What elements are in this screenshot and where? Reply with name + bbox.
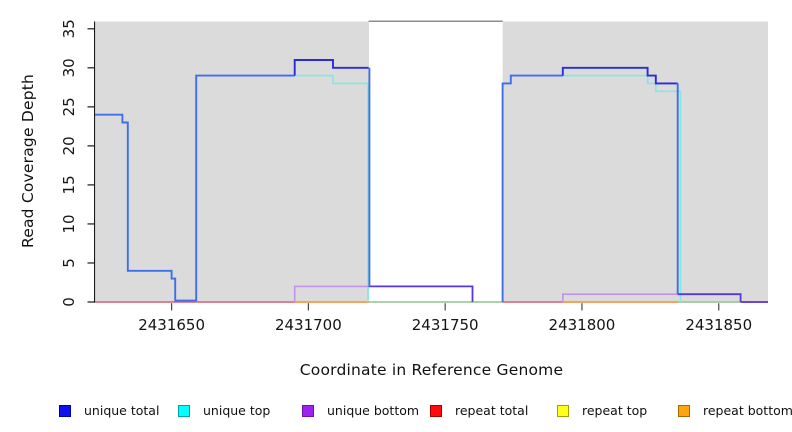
legend-item-unique-total: unique total [59, 402, 159, 419]
legend-label: unique top [203, 403, 271, 418]
legend-item-unique-bottom: unique bottom [302, 402, 419, 419]
series-violet_blue-line [677, 293, 742, 302]
x-axis-title: Coordinate in Reference Genome [299, 361, 564, 379]
x-tick-label: 2431700 [275, 316, 342, 334]
y-tick-label: 15 [60, 175, 78, 194]
series-plum-line [293, 285, 369, 302]
mask-region [368, 20, 503, 303]
legend-swatch-icon [430, 404, 442, 417]
x-tick-label: 2431850 [685, 316, 752, 334]
coverage-plot-canvas: 0 5 10 15 20 25 30 35 2431650 2431700 2431750 24318… [60, 19, 769, 334]
legend-item-repeat-top: repeat top [557, 402, 647, 419]
legend-label: unique bottom [327, 403, 420, 418]
legend-swatch-icon [557, 404, 569, 417]
y-tick-label: 0 [60, 297, 78, 307]
series-navy-line [293, 59, 369, 76]
legend-label: unique total [84, 403, 160, 418]
y-tick-label: 10 [60, 214, 78, 233]
legend-item-repeat-total: repeat total [430, 402, 528, 419]
x-tick-label: 2431750 [412, 316, 479, 334]
series-navy-line [561, 66, 678, 85]
series-bright_blue-line [501, 74, 563, 302]
legend-swatch-icon [178, 404, 190, 417]
y-tick-label: 30 [60, 58, 78, 77]
series-bright_blue-line [95, 74, 295, 302]
series-cyan_line-line [294, 74, 369, 302]
y-tick-label: 35 [60, 19, 78, 38]
y-tick-label: 25 [60, 97, 78, 116]
legend-label: repeat bottom [703, 403, 792, 418]
legend-swatch-icon [678, 404, 690, 417]
legend-item-unique-top: unique top [178, 402, 270, 419]
legend-label: repeat top [582, 403, 648, 418]
legend: unique total unique top unique bottom repea… [0, 400, 792, 424]
x-tick-label: 2431650 [138, 316, 205, 334]
series-plum-line [561, 293, 678, 302]
legend-item-repeat-bottom: repeat bottom [678, 402, 792, 419]
y-tick-label: 20 [60, 136, 78, 155]
legend-swatch-icon [302, 404, 314, 417]
legend-label: repeat total [455, 403, 529, 418]
y-axis-title: Read Coverage Depth [19, 73, 37, 249]
legend-swatch-icon [59, 404, 71, 417]
series-violet_blue-line [368, 285, 474, 302]
y-tick-label: 5 [60, 258, 78, 268]
x-tick-label: 2431800 [549, 316, 616, 334]
